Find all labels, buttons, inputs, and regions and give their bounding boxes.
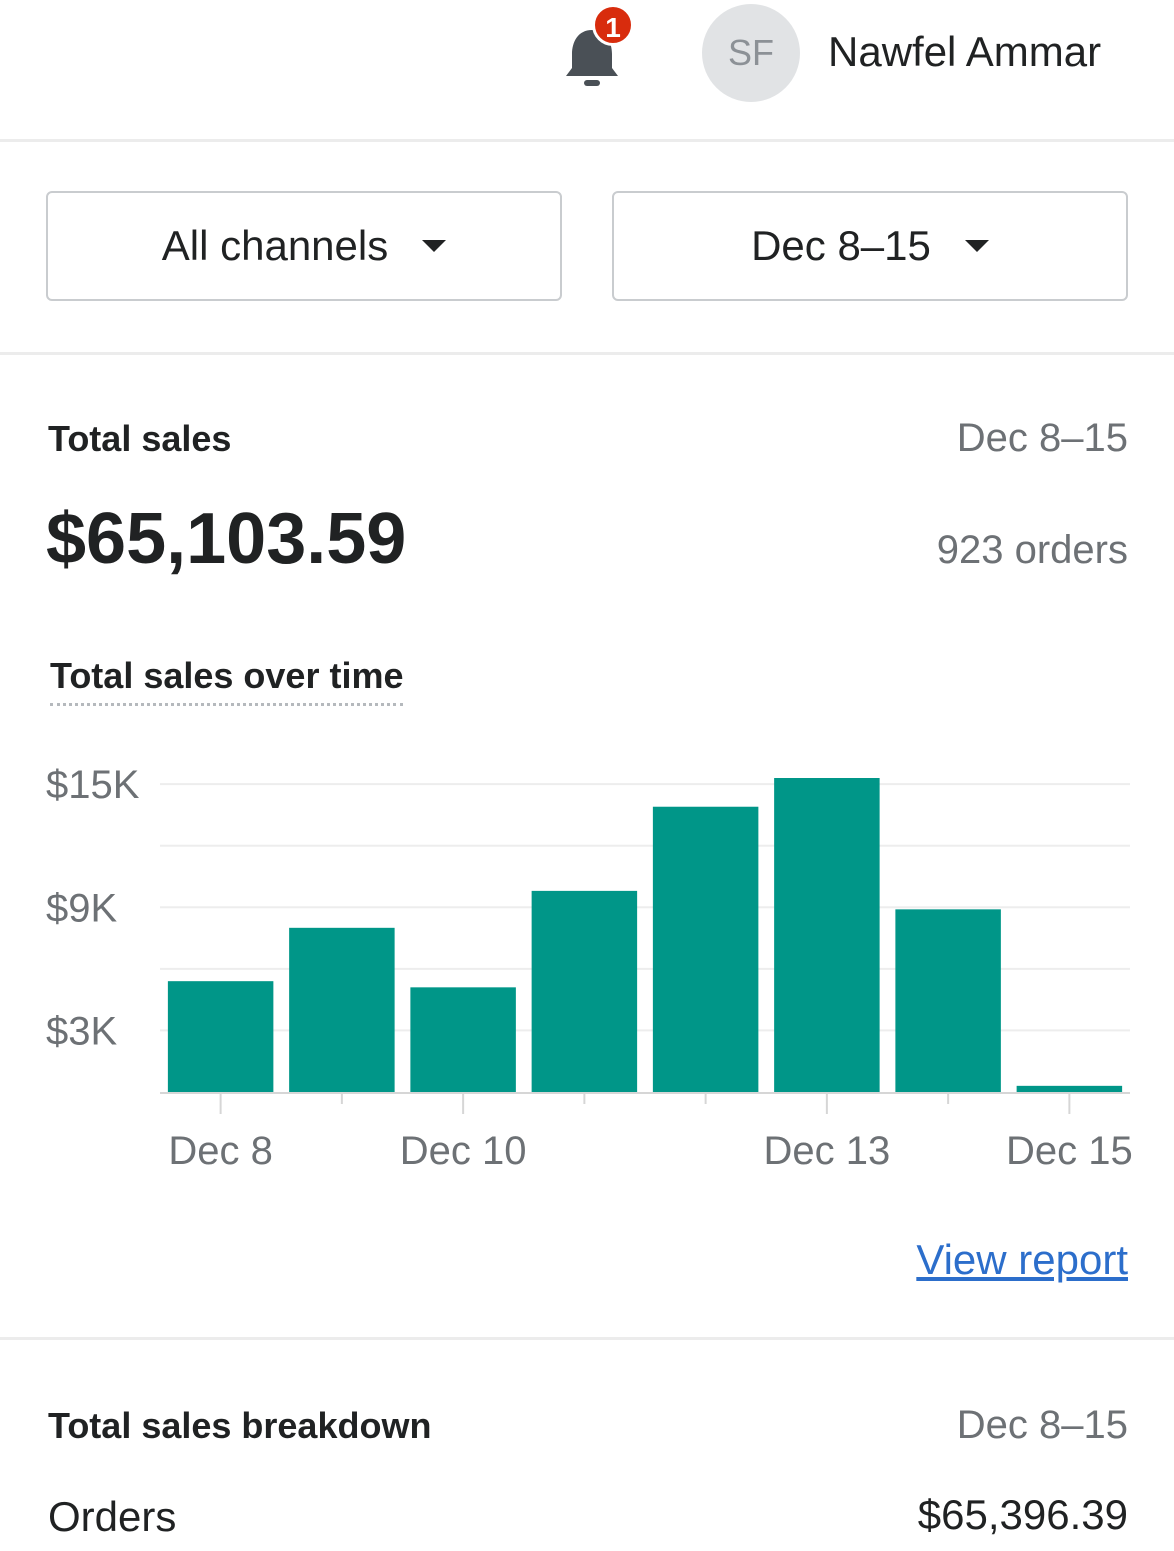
notification-badge: 1 [592, 4, 634, 46]
bar [167, 981, 274, 1092]
x-tick-label: Dec 13 [764, 1129, 891, 1173]
x-tick-label: Dec 10 [400, 1129, 527, 1173]
channel-select[interactable]: All channels [46, 191, 562, 301]
breakdown-row-value: $65,396.39 [917, 1491, 1128, 1538]
y-tick-label: $15K [46, 763, 140, 807]
channel-select-label: All channels [161, 222, 389, 269]
bar [652, 806, 759, 1092]
filter-bar: All channels Dec 8–15 [0, 145, 1174, 355]
sales-breakdown: Total sales breakdown Dec 8–15 Orders $6… [0, 1343, 1174, 1551]
bar [410, 987, 516, 1092]
view-report-link[interactable]: View report [916, 1236, 1128, 1283]
total-sales-card: Total sales Dec 8–15 $65,103.59 923 orde… [0, 358, 1174, 1340]
avatar[interactable]: SF [702, 4, 800, 102]
date-range-select-label: Dec 8–15 [751, 222, 931, 269]
x-tick-label: Dec 8 [168, 1129, 273, 1173]
top-bar: 1 SF Nawfel Ammar [0, 0, 1174, 142]
bar [289, 927, 395, 1092]
breakdown-title: Total sales breakdown [48, 1405, 432, 1446]
caret-down-icon [964, 240, 989, 252]
breakdown-row-label: Orders [48, 1493, 177, 1540]
bar [531, 890, 638, 1092]
x-tick-label: Dec 15 [1006, 1129, 1133, 1173]
date-range-select[interactable]: Dec 8–15 [612, 191, 1128, 301]
caret-down-icon [422, 240, 447, 252]
bar [774, 778, 880, 1092]
chart-title[interactable]: Total sales over time [50, 655, 404, 706]
breakdown-date-range: Dec 8–15 [956, 1403, 1128, 1447]
y-tick-label: $3K [46, 1009, 117, 1053]
y-tick-label: $9K [46, 886, 117, 930]
bar [1016, 1085, 1123, 1092]
bar [895, 909, 1001, 1092]
sales-bar-chart: $3K $9K $15K Dec 8 Dec 10 Dec 13 Dec 15 [46, 763, 1133, 1173]
order-count: 923 orders [936, 528, 1128, 572]
card-title: Total sales [48, 418, 232, 459]
card-date-range: Dec 8–15 [956, 416, 1128, 460]
user-name[interactable]: Nawfel Ammar [828, 28, 1102, 75]
total-sales-amount: $65,103.59 [46, 499, 407, 579]
